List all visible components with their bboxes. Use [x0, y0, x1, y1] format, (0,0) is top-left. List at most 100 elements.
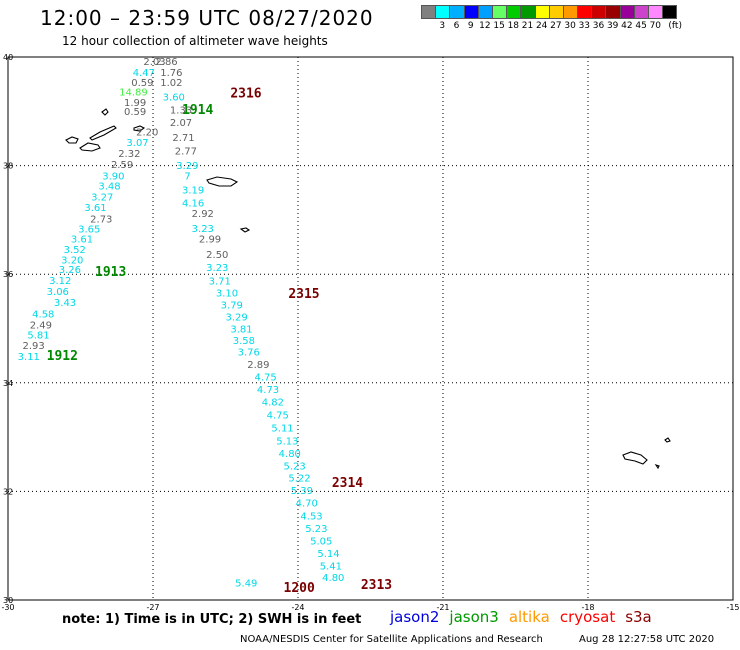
island-outline — [239, 227, 251, 233]
swh-value: 3.20 — [61, 255, 83, 266]
pass-label: 1912 — [47, 349, 78, 364]
y-tick-label: 38 — [3, 162, 13, 171]
swh-value: 4.75 — [255, 373, 277, 384]
swh-value: 3.81 — [230, 324, 252, 335]
swh-value: 3.79 — [221, 300, 243, 311]
map-frame — [7, 56, 734, 601]
swh-value: 4.70 — [296, 499, 318, 510]
swh-value: 4.58 — [32, 310, 54, 321]
swh-value: 3.26 — [59, 265, 81, 276]
pass-labels: 2316 1914 1913 1912 2315 2314 2313 1200 — [47, 87, 392, 596]
swh-value: 5.39 — [291, 486, 313, 497]
swh-value: 5.14 — [317, 549, 339, 560]
swh-value: 7 — [184, 172, 190, 183]
swh-value: 3.23 — [192, 224, 214, 235]
legend-label: 6 — [453, 21, 460, 31]
pass-label: 1200 — [284, 581, 315, 596]
swh-value: 5.13 — [276, 437, 298, 448]
legend-label: 36 — [592, 21, 605, 31]
y-tick-label: 34 — [3, 379, 13, 388]
legend-label: 30 — [564, 21, 576, 31]
mission-jason3: jason3 — [449, 608, 499, 626]
map-grid: -30 -27 -24 -21 -18 -15 40 38 36 34 32 30 — [1, 53, 739, 612]
swh-value: 2.71 — [172, 133, 194, 144]
footer-note: note: 1) Time is in UTC; 2) SWH is in fe… — [62, 612, 362, 627]
swh-value: 3.23 — [206, 263, 228, 274]
swh-value: 2.32 — [118, 149, 140, 160]
legend-label: 42 — [621, 21, 633, 31]
x-tick-label: -24 — [291, 603, 304, 612]
y-tick-label: 32 — [3, 487, 13, 496]
swh-value: 3.19 — [182, 185, 204, 196]
legend-label: 15 — [493, 21, 505, 31]
swh-value: 3.12 — [49, 276, 71, 287]
swh-value: 5.23 — [284, 462, 306, 473]
swh-value: 2.93 — [23, 341, 45, 352]
mission-jason2: jason2 — [390, 608, 440, 626]
swh-value: 1.76 — [160, 68, 182, 79]
swh-value: 5.11 — [271, 424, 293, 435]
swh-value: 0.59 — [131, 78, 153, 89]
swh-value: 0.59 — [124, 107, 146, 118]
mission-legend: jason2 jason3 altika cryosat s3a — [390, 608, 652, 626]
island-outline — [101, 108, 109, 116]
swh-value: 3.90 — [102, 172, 124, 183]
swh-value: 2.20 — [136, 128, 158, 139]
swh-value: 3.07 — [126, 138, 148, 149]
swh-value: 2.86 — [155, 57, 177, 68]
swh-value: 3.43 — [54, 298, 76, 309]
pass-label: 1913 — [95, 265, 126, 280]
swh-value: 3.65 — [78, 224, 100, 235]
swh-value: 2.50 — [206, 250, 228, 261]
legend-label: 27 — [550, 21, 562, 31]
legend-label: 12 — [479, 21, 491, 31]
island-outline — [622, 451, 648, 465]
swh-value: 2.92 — [192, 209, 214, 220]
swh-value: 3.06 — [47, 287, 69, 298]
y-tick-label: 30 — [3, 596, 13, 605]
swh-value: 3.52 — [64, 245, 86, 256]
island-outline — [89, 125, 117, 141]
swh-value: 2.07 — [170, 118, 192, 129]
swh-value: 3.60 — [163, 92, 185, 103]
legend-label: 3 — [439, 21, 446, 31]
mission-s3a: s3a — [625, 608, 652, 626]
pass-label: 2313 — [361, 578, 392, 593]
swh-value: 3.27 — [91, 192, 113, 203]
main-title: 12:00 – 23:59 UTC 08/27/2020 — [40, 6, 374, 30]
swh-value: 4.16 — [182, 198, 204, 209]
swh-value: 1.02 — [160, 78, 182, 89]
swh-value: 3.76 — [238, 348, 260, 359]
swh-value: 3.29 — [176, 161, 198, 172]
island-outline — [664, 437, 671, 443]
legend-swatch — [662, 5, 678, 19]
swh-value: 5.41 — [320, 562, 342, 573]
swh-value: 2.77 — [175, 147, 197, 158]
swh-value: 2.49 — [30, 321, 52, 332]
swh-value: 2.03 — [143, 57, 165, 68]
legend-label: 33 — [578, 21, 591, 31]
island-outline — [206, 176, 239, 187]
swh-value: 5.49 — [235, 578, 257, 589]
color-legend: 3 6 9 12 15 18 21 24 27 30 33 36 39 42 45 70 (ft) — [421, 5, 682, 31]
x-tick-label: -18 — [581, 603, 594, 612]
island-outline — [133, 125, 146, 132]
swh-value: 3.11 — [18, 352, 40, 363]
subtitle: 12 hour collection of altimeter wave hei… — [62, 34, 328, 48]
x-tick-label: -15 — [726, 603, 739, 612]
swh-value: 2.99 — [199, 235, 221, 246]
island-outline — [654, 463, 660, 470]
swh-value: 5.22 — [288, 474, 310, 485]
swh-value: 2.59 — [111, 160, 133, 171]
swh-value: 3.61 — [71, 235, 93, 246]
mission-cryosat: cryosat — [559, 608, 616, 626]
pass-label: 2315 — [288, 287, 319, 302]
generation-timestamp: Aug 28 12:27:58 UTC 2020 — [579, 634, 715, 645]
swh-value: 4.82 — [262, 398, 284, 409]
island-outline — [65, 136, 79, 144]
legend-label: 45 — [635, 21, 647, 31]
legend-label: 9 — [467, 21, 474, 31]
swh-value: 4.75 — [267, 411, 289, 422]
credit-line: NOAA/NESDIS Center for Satellite Applica… — [240, 634, 543, 645]
